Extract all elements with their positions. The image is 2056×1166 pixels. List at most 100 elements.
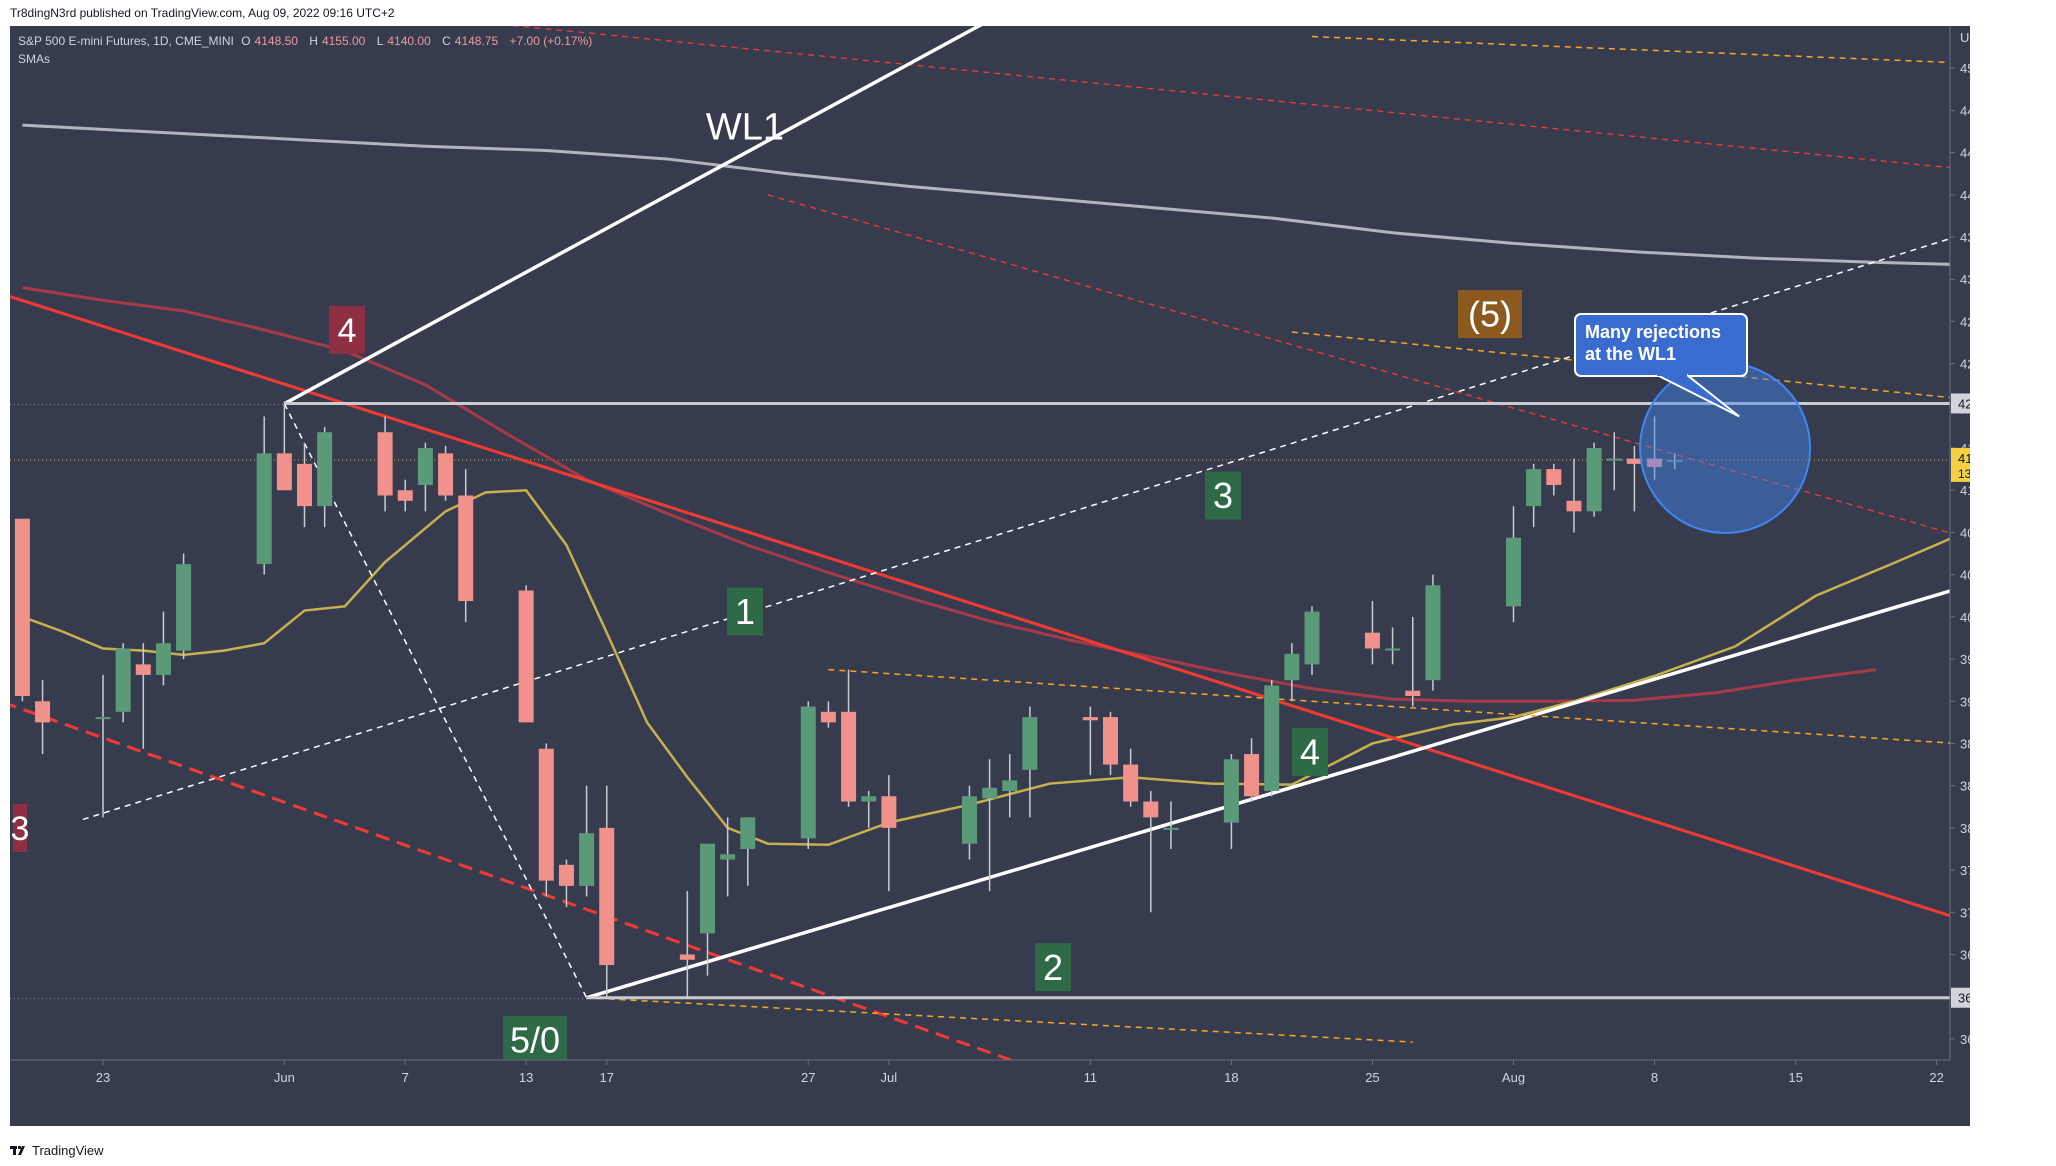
wave-label-box <box>1035 943 1071 992</box>
candle-body <box>256 453 272 565</box>
publisher-line: Tr8dingN3rd published on TradingView.com… <box>10 6 395 20</box>
y-tick-label: 3960.00 <box>1960 652 1970 667</box>
candle-body <box>1626 458 1642 464</box>
y-tick-label: 4400.00 <box>1960 188 1970 203</box>
x-tick-label: 8 <box>1651 1070 1658 1085</box>
candle <box>1002 754 1018 818</box>
tradingview-logo-icon <box>10 1145 25 1155</box>
candle-body <box>115 648 131 712</box>
low-value: 4140.00 <box>387 34 431 48</box>
wave-label-green-box[interactable]: 2 <box>1035 943 1071 992</box>
low-label: L <box>376 34 384 48</box>
candle-body <box>1304 611 1320 665</box>
candle-body <box>1405 690 1421 696</box>
candle <box>256 416 272 575</box>
candle-body <box>679 954 695 960</box>
y-tick-label: 3600.00 <box>1960 1032 1970 1047</box>
wave-label-text: 2 <box>1043 947 1063 988</box>
highlight-circle[interactable] <box>1639 362 1812 535</box>
red-dashed-mid[interactable] <box>767 194 1970 581</box>
candle-body <box>800 706 816 839</box>
candle <box>95 674 111 818</box>
candle-body <box>1647 458 1663 468</box>
candle <box>1304 606 1320 675</box>
red-trendline[interactable] <box>10 288 1970 970</box>
wave-label-red-box[interactable]: 3 <box>11 803 30 852</box>
orange-dashed-3[interactable] <box>586 997 1413 1043</box>
candle <box>700 843 715 976</box>
white-upper-channel[interactable] <box>283 26 1009 406</box>
candle <box>820 701 836 728</box>
candle <box>1506 506 1521 623</box>
candle-body <box>558 864 574 886</box>
y-tick-label: 4520.00 <box>1960 61 1970 76</box>
y-tick-label: 3680.00 <box>1960 947 1970 962</box>
white-lower-channel[interactable] <box>586 541 1970 1000</box>
candle <box>518 585 534 723</box>
candle-body <box>458 495 474 602</box>
candle-body <box>1103 717 1118 765</box>
candle-body <box>700 843 715 934</box>
x-tick-label: 7 <box>402 1070 409 1085</box>
current-price-tag <box>1951 447 1970 482</box>
candle <box>841 669 857 807</box>
x-tick-label: 18 <box>1224 1070 1238 1085</box>
candle <box>1284 643 1300 702</box>
x-tick-label: Jun <box>274 1070 295 1085</box>
white-dashed-diagonal[interactable] <box>283 403 588 999</box>
candle <box>14 518 30 702</box>
candle <box>1264 680 1280 797</box>
x-tick-label: 27 <box>801 1070 815 1085</box>
wave-label-brown-box[interactable]: (5) <box>1458 290 1522 339</box>
candle <box>135 643 151 749</box>
candle <box>1667 453 1683 470</box>
y-tick-label: 3920.00 <box>1960 694 1970 709</box>
indicator-label[interactable]: SMAs <box>18 52 51 66</box>
candle-body <box>820 711 836 723</box>
candle-body <box>297 463 312 507</box>
candle-body <box>1143 801 1159 818</box>
level-price-tag <box>1951 393 1970 414</box>
wave-label-box <box>503 1015 567 1064</box>
y-tick-label: 4480.00 <box>1960 103 1970 118</box>
wave-label-green-box[interactable]: 3 <box>1205 471 1241 520</box>
orange-dashed-4[interactable] <box>1311 35 1970 70</box>
white-dashed-channel[interactable] <box>82 186 1970 821</box>
candle <box>438 445 454 501</box>
candle <box>1606 432 1622 491</box>
x-tick-label: 11 <box>1084 1070 1098 1085</box>
candle <box>1586 442 1602 517</box>
candle-body <box>417 448 433 485</box>
candle-body <box>1163 827 1179 830</box>
candle <box>1123 748 1139 807</box>
x-tick-label: 22 <box>1929 1070 1943 1085</box>
wave-label-text: 3 <box>1213 475 1233 516</box>
wave-label-plain[interactable]: WL1 <box>706 107 784 149</box>
wave-label-green-box[interactable]: 4 <box>1292 727 1328 776</box>
candle <box>982 759 998 892</box>
open-label: O <box>241 34 251 48</box>
candle <box>558 859 574 908</box>
candle <box>861 790 877 828</box>
candle <box>35 680 51 755</box>
red-dashed-upper[interactable] <box>305 26 1971 184</box>
candle-body <box>155 643 171 675</box>
candle <box>1223 754 1239 849</box>
candle-body <box>740 817 756 849</box>
footer-brand: TradingView <box>32 1142 104 1158</box>
wave-label-red-box[interactable]: 4 <box>329 305 365 354</box>
candle-body <box>1566 500 1582 512</box>
candle-body <box>841 711 857 802</box>
candle <box>740 817 756 886</box>
wave-label-green-box[interactable]: 5/0 <box>503 1015 567 1064</box>
symbol-name[interactable]: S&P 500 E-mini Futures, 1D, CME_MINI <box>18 34 234 48</box>
wave-label-box <box>13 803 27 852</box>
candle <box>1546 463 1562 496</box>
candle-body <box>35 701 51 723</box>
candle-body <box>881 796 897 828</box>
wave-label-green-box[interactable]: 1 <box>727 587 763 636</box>
red-dashed-trendline[interactable] <box>10 695 1071 1083</box>
y-tick-label: 4440.00 <box>1960 146 1970 161</box>
